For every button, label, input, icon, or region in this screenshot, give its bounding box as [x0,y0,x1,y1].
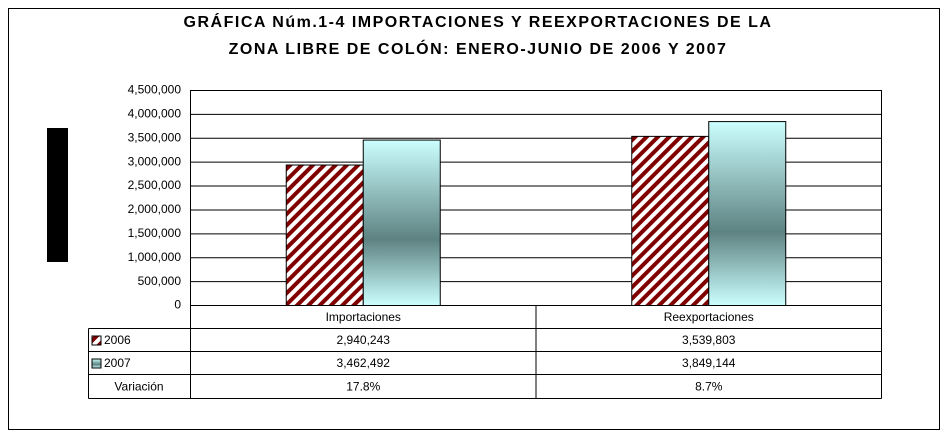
x-tick-label: Importaciones [326,310,401,324]
y-tick-label: 2,500,000 [128,178,182,192]
table-value: 17.8% [346,380,380,394]
y-tick-label: 500,000 [138,274,182,288]
bar [708,121,787,306]
chart-title: GRÁFICA Núm.1-4 IMPORTACIONES Y REEXPORT… [184,12,773,31]
y-tick-label: 1,000,000 [128,250,182,264]
table-value: 3,849,144 [682,356,736,370]
y-tick-label: 1,500,000 [128,226,182,240]
legend-label: 2007 [104,356,131,370]
legend-label: 2006 [104,333,131,347]
frame [8,8,940,430]
y-tick-label: 3,000,000 [128,154,182,168]
chart-title: ZONA LIBRE DE COLÓN: ENERO-JUNIO DE 2006… [229,39,728,58]
bar [285,164,364,306]
row-label: Variación [114,380,163,394]
table-value: 3,539,803 [682,333,736,347]
y-tick-label: 3,500,000 [128,130,182,144]
legend-key [91,335,102,346]
bar [362,139,441,306]
y-tick-label: 4,500,000 [128,83,182,97]
side-block [47,128,68,262]
table-value: 2,940,243 [337,333,391,347]
y-tick-label: 0 [174,298,181,312]
y-tick-label: 4,000,000 [128,107,182,121]
table-value: 3,462,492 [337,356,391,370]
x-tick-label: Reexportaciones [664,310,754,324]
legend-key [91,358,102,369]
y-tick-label: 2,000,000 [128,202,182,216]
bar [631,135,710,306]
table-value: 8.7% [695,380,723,394]
